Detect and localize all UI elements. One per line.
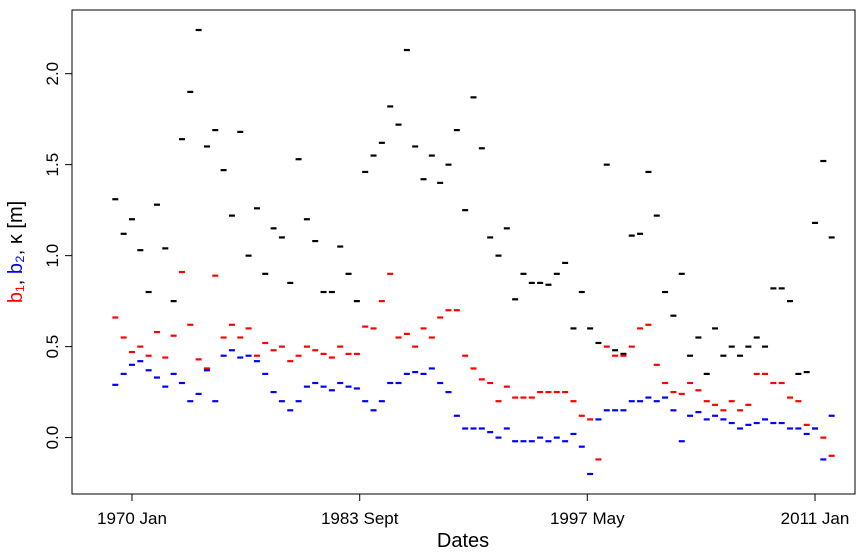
x-tick-label: 1983 Sept bbox=[321, 509, 399, 528]
x-tick-label: 1970 Jan bbox=[97, 509, 167, 528]
y-tick-label: 1.0 bbox=[43, 244, 62, 268]
y-axis-label-part: , bbox=[5, 274, 27, 285]
x-axis-label: Dates bbox=[437, 530, 489, 552]
y-axis-label-part: b₂ bbox=[5, 255, 27, 274]
y-tick-label: 0.5 bbox=[43, 335, 62, 359]
x-tick-label: 2011 Jan bbox=[781, 509, 850, 528]
y-tick-label: 2.0 bbox=[43, 62, 62, 86]
plot-frame bbox=[71, 9, 856, 495]
y-tick-label: 1.5 bbox=[43, 153, 62, 177]
x-tick-label: 1997 May bbox=[550, 509, 625, 528]
y-axis-label: b₁, b₂, κ [m] bbox=[5, 201, 27, 303]
y-tick-label: 0.0 bbox=[43, 426, 62, 450]
y-axis-label-part: b₁ bbox=[5, 285, 27, 303]
y-axis-label-part: , κ [m] bbox=[5, 201, 27, 255]
